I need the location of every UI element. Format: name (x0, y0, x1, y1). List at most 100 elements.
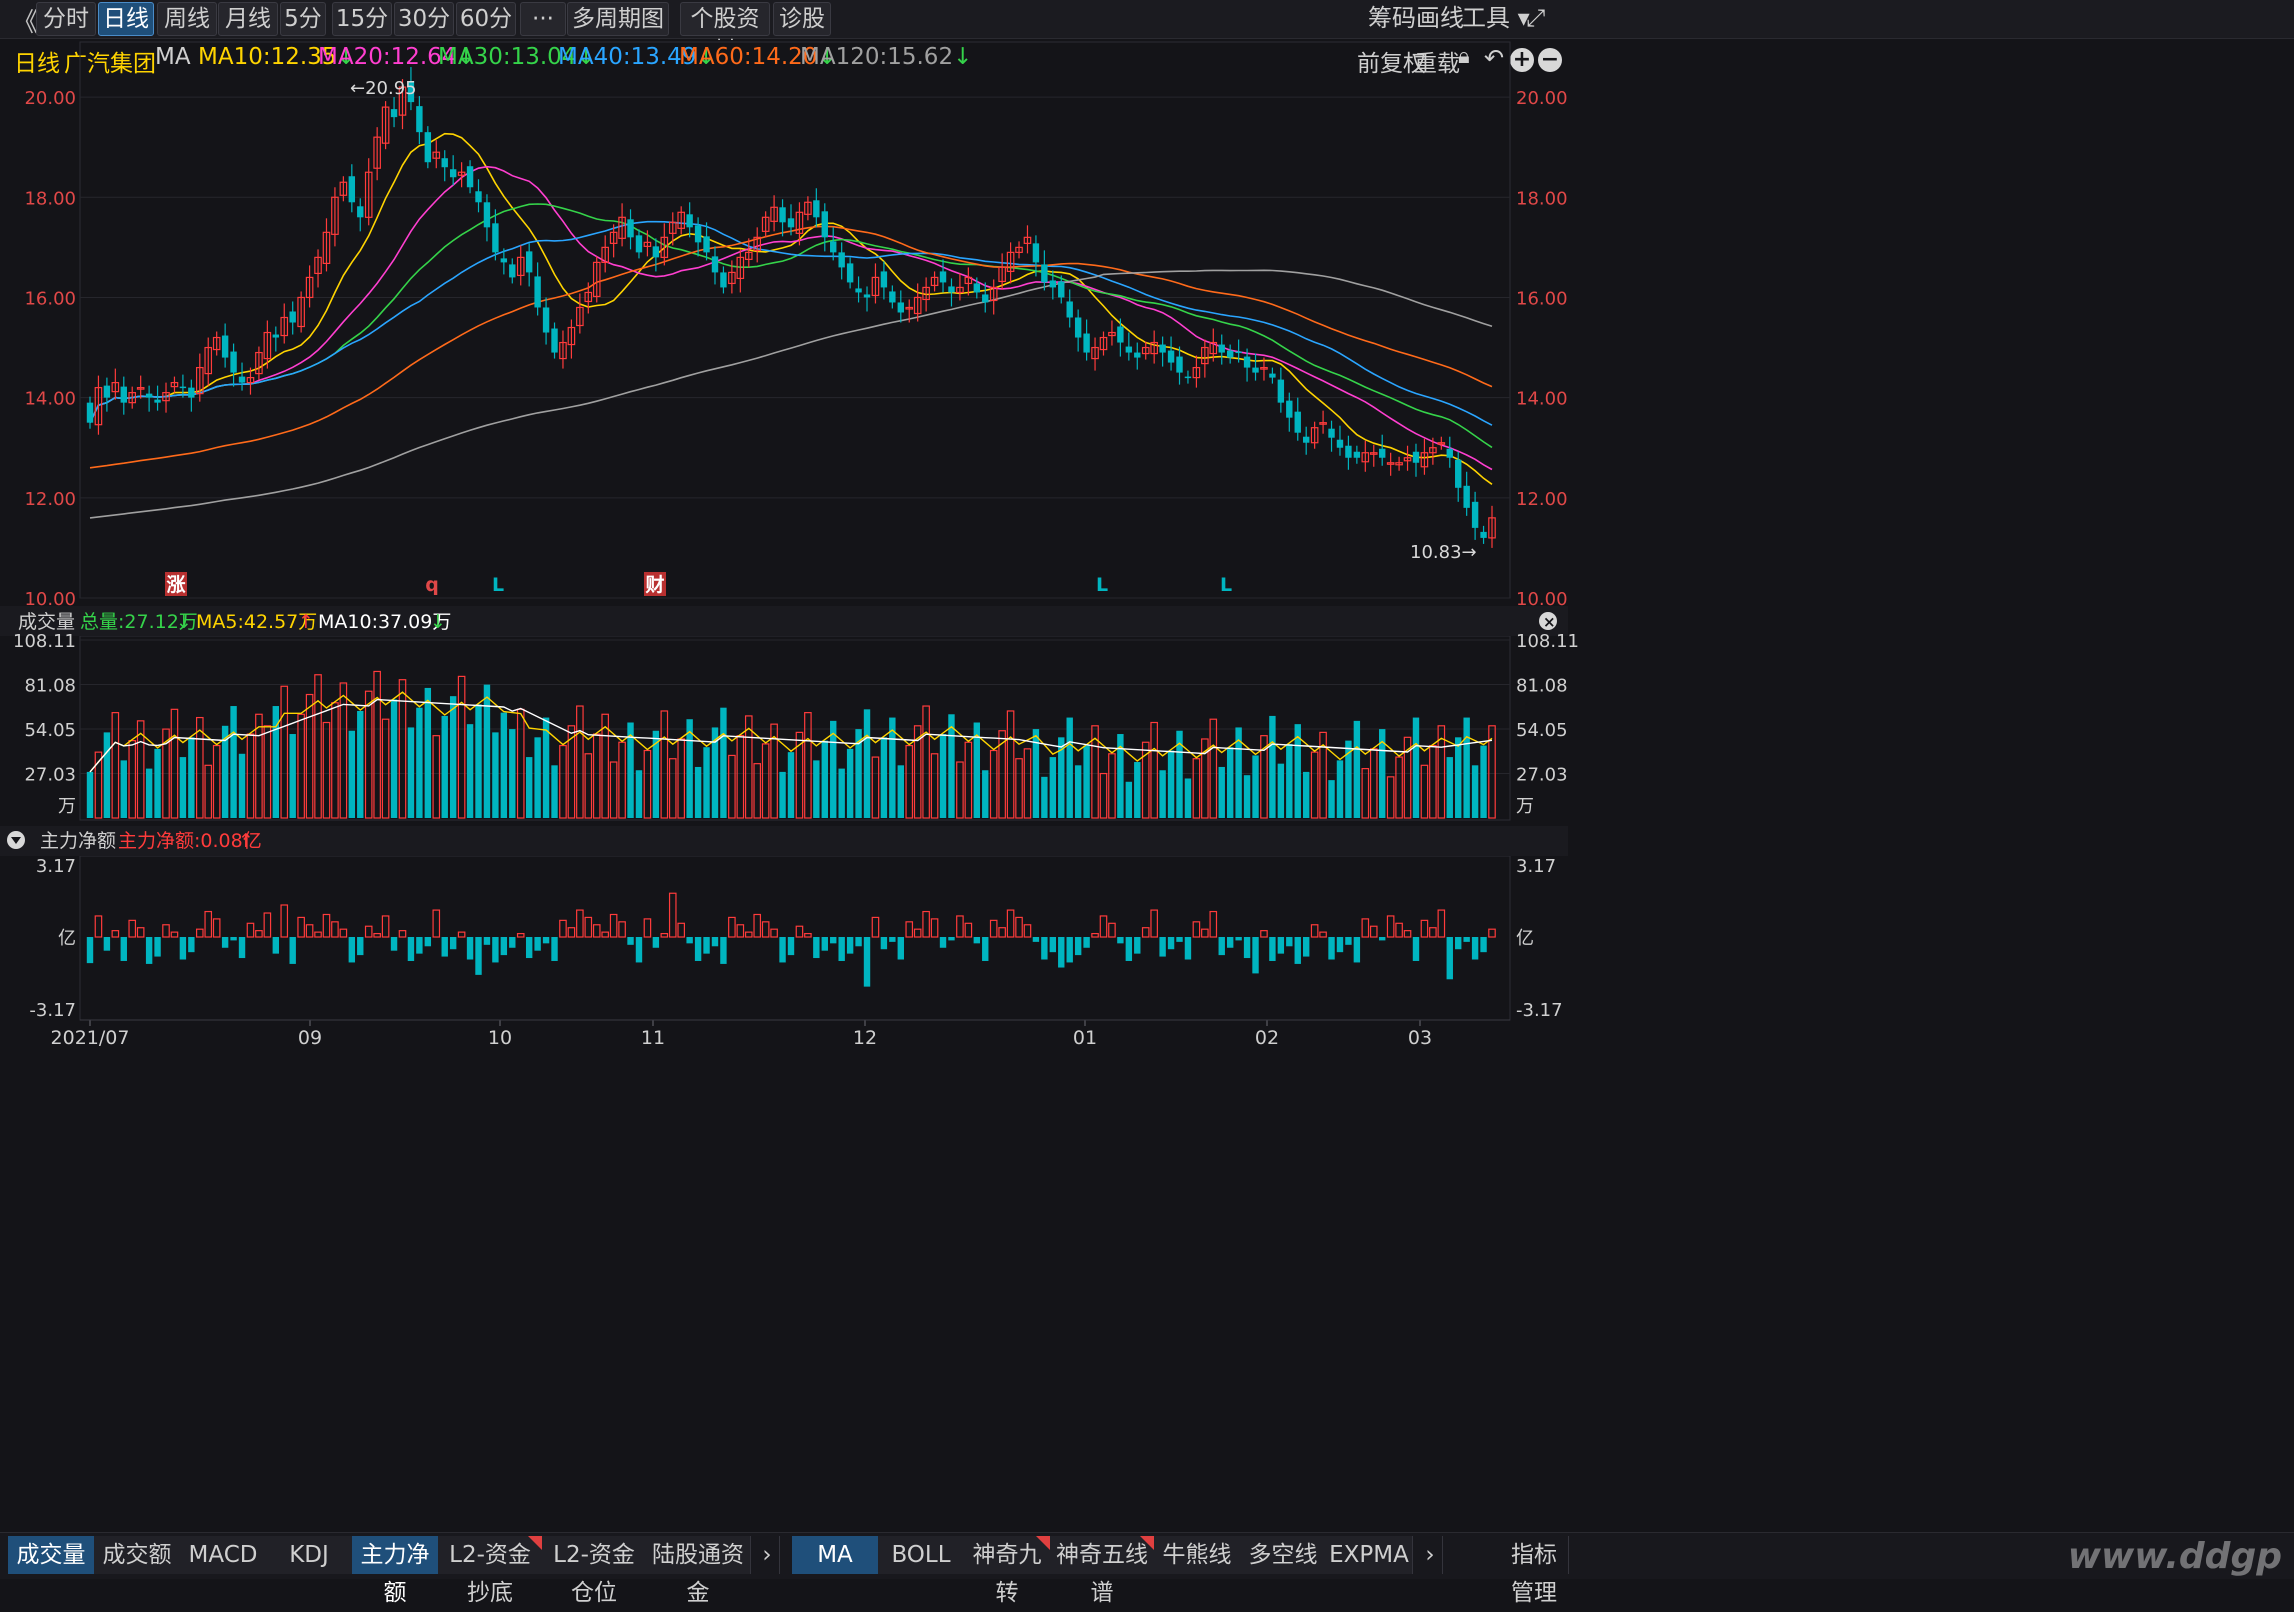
capital-bar (525, 937, 533, 959)
candle-body (170, 382, 179, 388)
period-tab-11[interactable]: 诊股 (773, 2, 831, 36)
period-tab-8[interactable]: ··· (520, 2, 566, 36)
capital-bar (263, 912, 272, 938)
capital-bar (407, 937, 415, 961)
candle-body (998, 266, 1006, 283)
period-tab-3[interactable]: 月线 (218, 2, 278, 36)
capital-bar (686, 937, 693, 944)
toolbar-right-item-2[interactable]: 工具 ▾ (1462, 4, 1530, 32)
candle-body (1006, 251, 1015, 273)
volume-bar (407, 727, 415, 818)
candle-body (188, 387, 195, 398)
candle-body (711, 256, 719, 273)
capital-bar (770, 928, 778, 938)
capital-bar (703, 937, 710, 954)
candle-body (145, 393, 153, 398)
candle-body (1243, 356, 1251, 368)
back-icon[interactable]: 《 (12, 8, 39, 38)
price-tick-label-right: 16.00 (1516, 288, 1568, 309)
period-tab-5[interactable]: 15分 (332, 2, 392, 36)
candle-body (989, 286, 998, 302)
zoom-out-icon[interactable]: − (1538, 48, 1562, 72)
tab-bottom-left-3[interactable]: KDJ (266, 1536, 353, 1574)
capital-bar (221, 937, 229, 948)
price-tick-label-right: 10.00 (1516, 589, 1568, 610)
toolbar-right-item-0[interactable]: 筹码 (1368, 4, 1416, 32)
volume-bar (221, 725, 229, 818)
tab-bottom-right-2[interactable]: 神奇九转 (964, 1536, 1051, 1606)
tab-bottom-right-6[interactable]: EXPMA (1326, 1536, 1413, 1574)
toolbar-right-item-1[interactable]: 画线 (1416, 4, 1464, 32)
candle-body (627, 219, 634, 238)
capital-bar (416, 937, 423, 954)
indicator-manage-button[interactable]: 指标管理 (1500, 1536, 1569, 1606)
capital-bar (1167, 937, 1175, 950)
capital-bar (94, 915, 103, 938)
candle-body (1269, 373, 1276, 378)
volume-bar (483, 684, 491, 818)
ma40-line (89, 220, 1493, 426)
tab-bottom-left-1[interactable]: 成交额 (94, 1536, 181, 1574)
volume-bar (711, 727, 719, 818)
tab-bottom-right-3[interactable]: 神奇五线谱 (1050, 1536, 1155, 1606)
capital-bar (1066, 937, 1073, 963)
tab-bottom-right-0[interactable]: MA (792, 1536, 879, 1574)
capital-bar (1192, 921, 1201, 938)
candle-body (609, 231, 618, 244)
capital-bar (592, 924, 601, 938)
indicator-name[interactable]: MA (155, 44, 191, 70)
undo-icon[interactable]: ↶ (1484, 44, 1505, 72)
period-tab-2[interactable]: 周线 (157, 2, 217, 36)
volume-bar (889, 717, 896, 818)
capital-bar (1006, 909, 1015, 938)
tab-bottom-left-0[interactable]: 成交量 (8, 1536, 95, 1574)
tab-bottom-left-4[interactable]: 主力净额 (352, 1536, 439, 1606)
capital-bar (761, 921, 770, 938)
period-tab-6[interactable]: 30分 (394, 2, 454, 36)
event-marker: 财 (645, 573, 664, 596)
ma-value-3: MA40:13.49↓ (558, 44, 716, 70)
tab-bottom-left-7[interactable]: 陆股通资金 (646, 1536, 751, 1606)
volume-bar (1041, 776, 1048, 818)
period-tab-4[interactable]: 5分 (280, 2, 326, 36)
tab-label: 陆股通资金 (652, 1542, 744, 1606)
zoom-in-icon[interactable]: + (1510, 48, 1534, 72)
volume-bar (1125, 781, 1133, 818)
toolbar-right-item-3[interactable]: ⤢ (1526, 4, 1546, 32)
tabs-more-icon[interactable]: › (755, 1536, 780, 1574)
tab-bottom-right-4[interactable]: 牛熊线 (1154, 1536, 1241, 1574)
capital-bar (1260, 930, 1268, 938)
volume-bar (1446, 757, 1453, 818)
capital-bar (1294, 937, 1301, 964)
period-tab-1[interactable]: 日线 (98, 2, 154, 36)
period-tab-7[interactable]: 60分 (456, 2, 516, 36)
tab-bottom-right-5[interactable]: 多空线 (1240, 1536, 1327, 1574)
capital-bar (357, 937, 364, 956)
close-volume-icon[interactable] (1539, 612, 1557, 630)
volume-bar (457, 675, 466, 819)
candlesticks[interactable] (86, 67, 1496, 548)
capital-bar (989, 919, 998, 938)
tab-bottom-left-6[interactable]: L2-资金仓位 (542, 1536, 647, 1606)
volume-bar (964, 741, 973, 819)
tab-label: MACD (188, 1542, 258, 1568)
capital-bar (441, 937, 448, 957)
period-tab-0[interactable]: 分时 (36, 2, 96, 36)
tab-bottom-left-2[interactable]: MACD (180, 1536, 267, 1574)
candle-body (652, 246, 660, 258)
ma20-line (89, 165, 1493, 471)
candle-body (686, 214, 693, 228)
reload-button[interactable]: 重载 (1414, 51, 1460, 77)
volume-bar (1243, 775, 1251, 818)
period-tab-9[interactable]: 多周期图 ▾ (567, 2, 669, 64)
candle-body (779, 207, 786, 223)
tabs-right-more-icon[interactable]: › (1418, 1536, 1443, 1574)
tab-bottom-left-5[interactable]: L2-资金抄底 (438, 1536, 543, 1606)
volume-bar (922, 705, 930, 819)
candle-body (103, 385, 111, 398)
candle-body (509, 264, 516, 278)
stock-chart[interactable]: 20.00 20.00 18.00 18.00 16.00 16.00 14.00 14.00… (0, 0, 2294, 1532)
lock-icon[interactable]: 🔒︎ (1458, 44, 1470, 69)
adjust-button[interactable]: 前复权 (1357, 51, 1426, 77)
tab-bottom-right-1[interactable]: BOLL (878, 1536, 965, 1574)
